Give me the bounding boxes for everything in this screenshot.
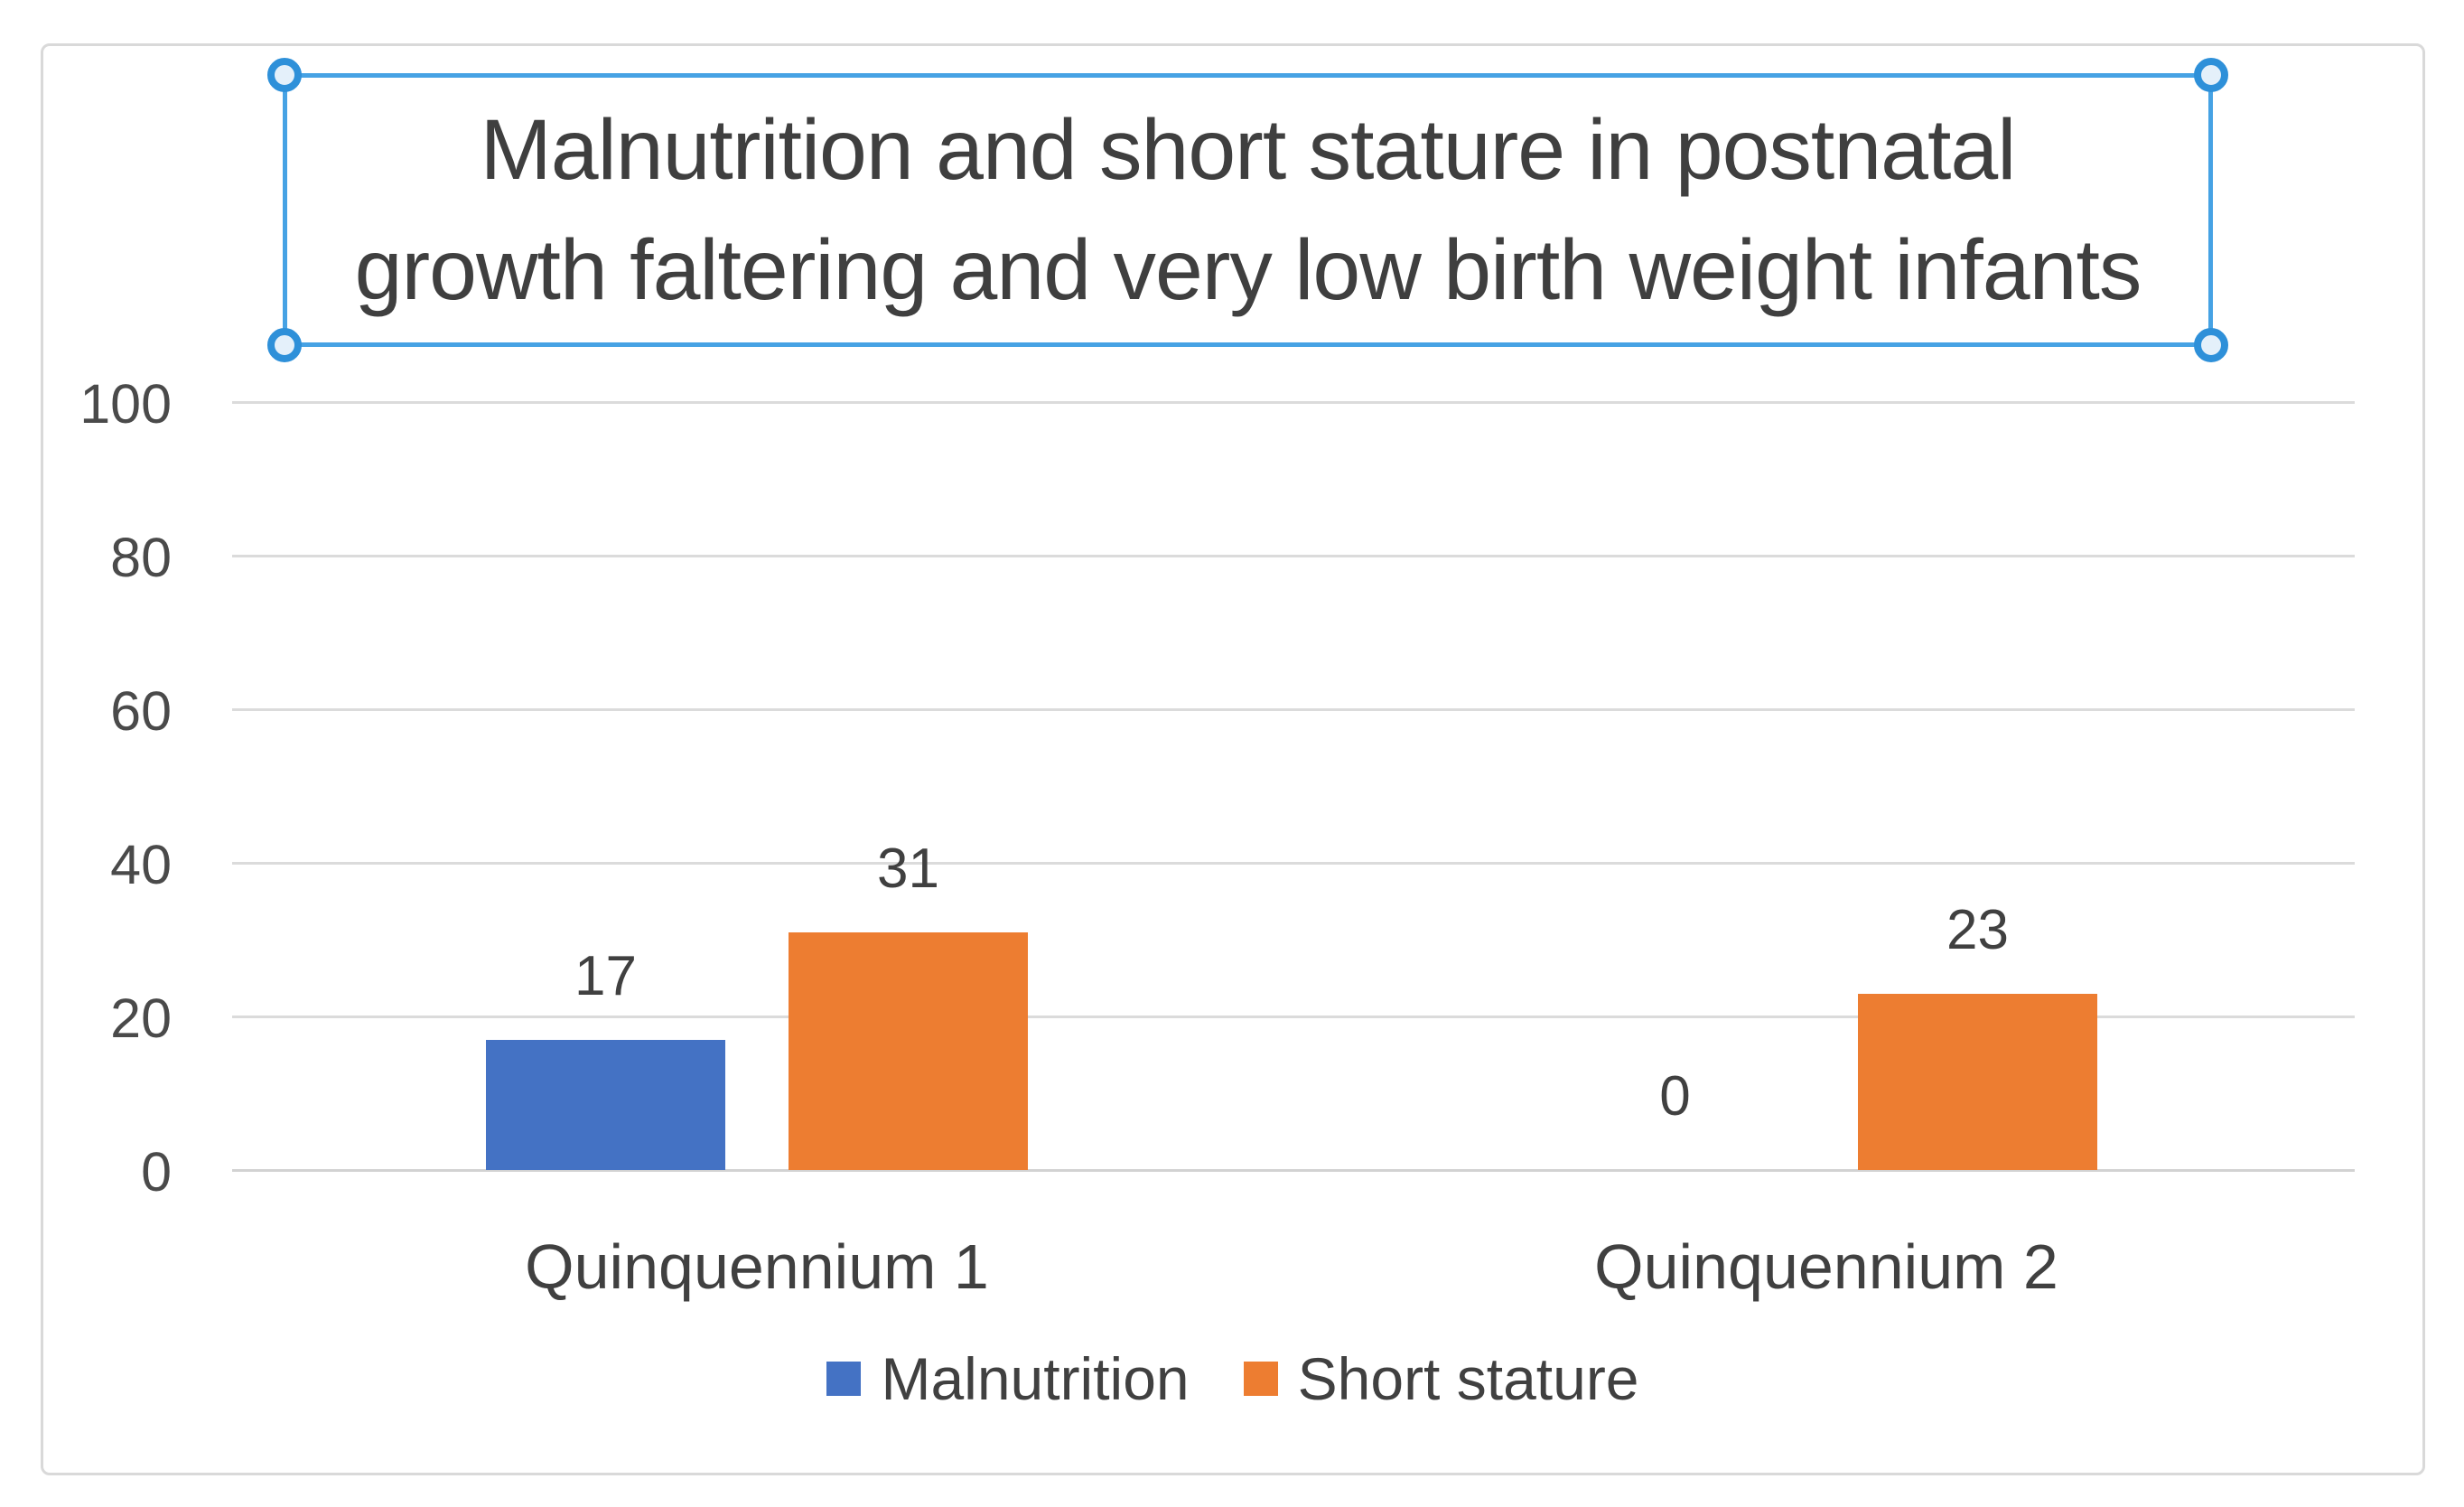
legend-swatch-malnutrition — [826, 1362, 862, 1396]
chart-area[interactable]: Malnutrition and short stature in postna… — [41, 43, 2425, 1475]
selection-handle-bottom-right[interactable] — [2194, 328, 2228, 362]
y-axis-tick-label: 40 — [110, 834, 172, 895]
selection-handle-bottom-left[interactable] — [267, 328, 302, 362]
gridline — [232, 1016, 2355, 1018]
legend-item[interactable]: Short stature — [1243, 1344, 1639, 1413]
legend-label: Short stature — [1297, 1345, 1639, 1412]
data-label: 0 — [1659, 1065, 1691, 1128]
y-axis-tick-label: 20 — [110, 988, 172, 1049]
gridline — [232, 708, 2355, 711]
legend-swatch-short-stature — [1243, 1362, 1278, 1396]
y-axis-tick-label: 60 — [110, 680, 172, 742]
gridline — [232, 555, 2355, 557]
y-axis-tick-label: 80 — [110, 527, 172, 588]
data-label: 17 — [574, 944, 637, 1007]
gridline — [232, 862, 2355, 865]
legend-item[interactable]: Malnutrition — [826, 1344, 1190, 1413]
chart-legend[interactable]: Malnutrition Short stature — [41, 1344, 2425, 1413]
bar-short-stature-2[interactable] — [1858, 993, 2097, 1170]
x-axis-line — [232, 1169, 2355, 1172]
bar-malnutrition-1[interactable] — [486, 1039, 725, 1170]
chart-title-line-2: growth faltering and very low birth weig… — [354, 221, 2142, 318]
legend-label: Malnutrition — [881, 1345, 1190, 1412]
data-label: 31 — [877, 837, 939, 900]
y-axis-tick-label: 100 — [79, 373, 172, 435]
selection-handle-top-left[interactable] — [267, 58, 302, 92]
data-label: 23 — [1946, 898, 2009, 961]
category-axis-label: Quinquennium 2 — [1594, 1231, 2058, 1302]
y-axis-tick-label: 0 — [141, 1141, 172, 1203]
gridline — [232, 401, 2355, 404]
selection-handle-top-right[interactable] — [2194, 58, 2228, 92]
chart-title-line-1: Malnutrition and short stature in postna… — [480, 101, 2017, 198]
chart-title-box[interactable]: Malnutrition and short stature in postna… — [267, 58, 2228, 362]
category-axis-label: Quinquennium 1 — [525, 1231, 989, 1302]
bar-short-stature-1[interactable] — [789, 931, 1028, 1170]
